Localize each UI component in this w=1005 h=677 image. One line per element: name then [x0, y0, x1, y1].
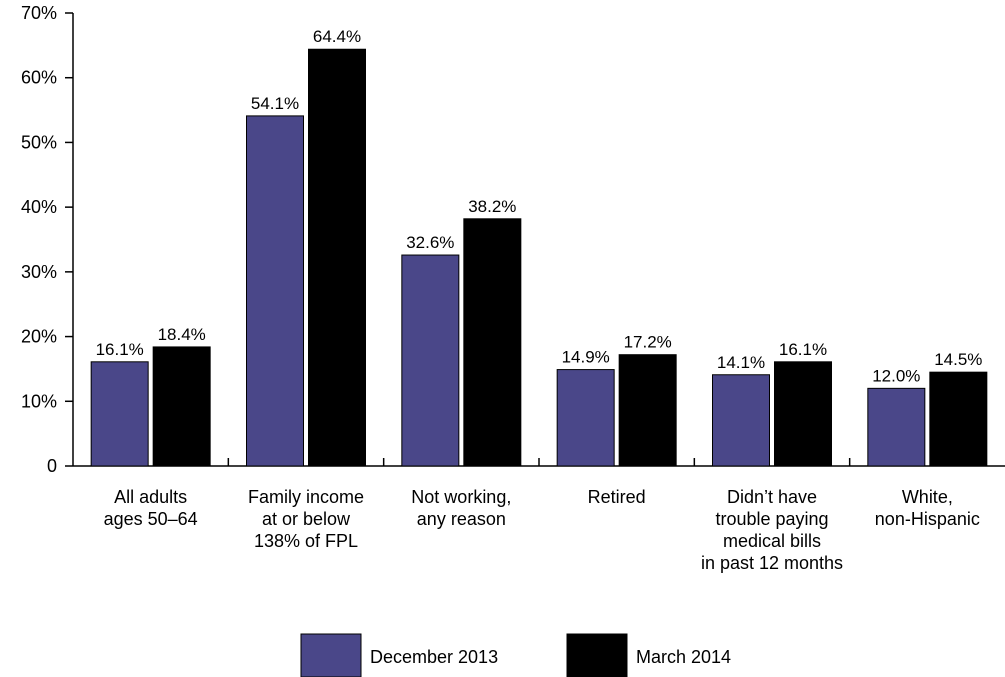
category-label-line: 138% of FPL — [254, 531, 358, 551]
legend-label: December 2013 — [370, 647, 498, 667]
data-label: 38.2% — [468, 197, 516, 216]
y-tick-label: 60% — [21, 68, 57, 88]
legend-swatch — [566, 633, 628, 677]
data-label: 14.5% — [934, 350, 982, 369]
category-label: Retired — [588, 487, 646, 507]
bar-march-2014 — [929, 371, 988, 467]
data-label: 16.1% — [96, 340, 144, 359]
category-label: Family income at or below 138% of FPL — [248, 487, 364, 551]
data-label: 14.1% — [717, 353, 765, 372]
y-tick-label: 70% — [21, 3, 57, 23]
category-labels: All adults ages 50–64 Family income at or b… — [104, 487, 980, 573]
data-label: 17.2% — [624, 333, 672, 352]
category-label-line: at or below — [262, 509, 351, 529]
category-label-line: Didn’t have — [727, 487, 817, 507]
category-label-line: Family income — [248, 487, 364, 507]
axes: 0 10% 20% 30% 40% 50% 60% 70% — [21, 3, 1005, 476]
category-label-line: All adults — [114, 487, 187, 507]
y-tick-label: 30% — [21, 262, 57, 282]
y-tick-label: 50% — [21, 132, 57, 152]
category-label: Didn’t have trouble paying medical bills in… — [701, 487, 843, 573]
bar-december-2013 — [90, 361, 149, 467]
category-label: White, non-Hispanic — [875, 487, 980, 529]
bar-march-2014 — [774, 361, 832, 467]
y-tick-label: 0 — [47, 456, 57, 476]
legend-swatch — [300, 633, 362, 677]
category-label: Not working, any reason — [411, 487, 511, 529]
bar-december-2013 — [401, 254, 460, 467]
data-label: 32.6% — [406, 233, 454, 252]
y-tick-label: 10% — [21, 391, 57, 411]
bar-march-2014 — [618, 354, 677, 467]
category-label-line: non-Hispanic — [875, 509, 980, 529]
data-label: 12.0% — [872, 366, 920, 385]
category-label-line: ages 50–64 — [104, 509, 198, 529]
bar-december-2013 — [712, 374, 770, 467]
legend-label: March 2014 — [636, 647, 731, 667]
data-label: 64.4% — [313, 27, 361, 46]
category-label-line: any reason — [417, 509, 506, 529]
category-label-line: medical bills — [723, 531, 821, 551]
bars — [90, 48, 988, 467]
bar-december-2013 — [556, 369, 615, 467]
data-label: 54.1% — [251, 94, 299, 113]
data-label: 14.9% — [562, 348, 610, 367]
data-label: 16.1% — [779, 340, 827, 359]
category-label-line: Not working, — [411, 487, 511, 507]
legend: December 2013 March 2014 — [300, 633, 731, 677]
data-label: 18.4% — [158, 325, 206, 344]
bar-december-2013 — [246, 115, 304, 467]
category-label-line: in past 12 months — [701, 553, 843, 573]
data-labels: 16.1% 18.4% 54.1% 64.4% 32.6% 38.2% 14.9% 17.2%… — [96, 27, 983, 385]
y-tick-label: 40% — [21, 197, 57, 217]
y-tick-label: 20% — [21, 327, 57, 347]
category-label-line: White, — [902, 487, 953, 507]
bar-march-2014 — [308, 48, 366, 467]
bar-december-2013 — [867, 387, 926, 467]
bar-march-2014 — [152, 346, 211, 467]
category-label-line: Retired — [588, 487, 646, 507]
category-label: All adults ages 50–64 — [104, 487, 198, 529]
category-label-line: trouble paying — [715, 509, 828, 529]
bar-march-2014 — [463, 218, 522, 467]
